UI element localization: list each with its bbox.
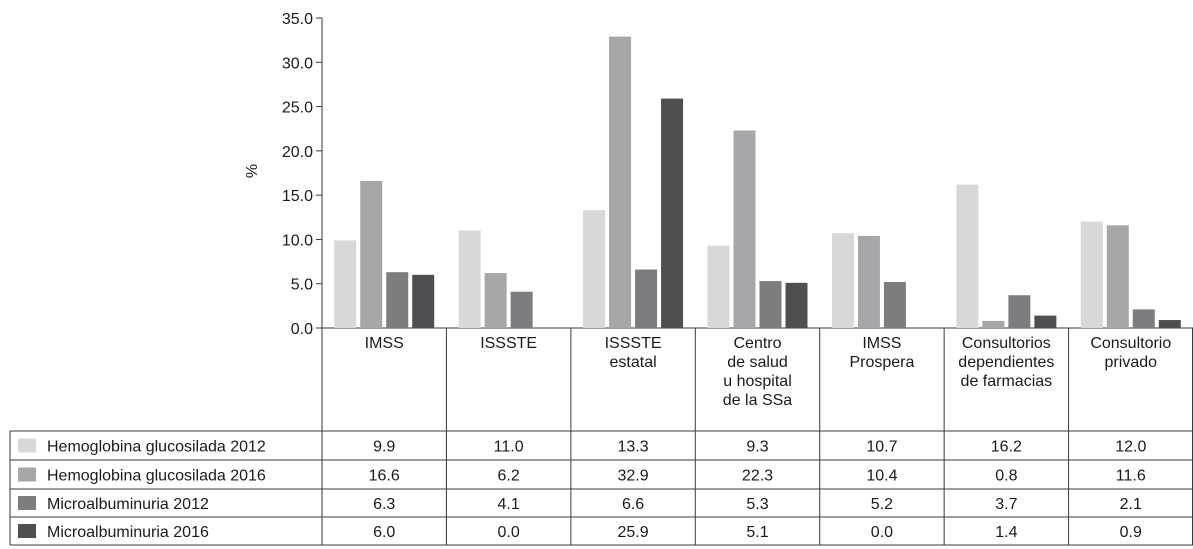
data-label: 2.1 [1120, 496, 1142, 513]
bar-hemoglobina-glucosilada-2012 [832, 233, 854, 328]
y-tick-label: 25.0 [282, 100, 313, 117]
data-label: 6.2 [498, 468, 520, 485]
bar-microalbuminuria-2012 [386, 272, 408, 328]
category-label: Centro de salud u hospital de la SSa [723, 335, 792, 409]
category-label: Consultorios dependientes de farmacias [958, 335, 1054, 390]
bar-microalbuminuria-2016 [661, 99, 683, 328]
bar-hemoglobina-glucosilada-2016 [734, 130, 756, 328]
data-label: 5.2 [871, 496, 893, 513]
bar-microalbuminuria-2012 [511, 292, 533, 328]
data-label: 22.3 [742, 468, 773, 485]
bar-hemoglobina-glucosilada-2012 [956, 185, 978, 328]
category-label: IMSS Prospera [849, 335, 914, 371]
y-tick-label: 35.0 [282, 11, 313, 28]
data-label: 11.0 [494, 439, 524, 456]
bar-microalbuminuria-2016 [786, 283, 808, 328]
y-axis: 0.0 5.0 10.0 15.0 20.0 25.0 30.0 35.0% [244, 11, 322, 338]
data-label: 11.6 [1116, 468, 1146, 485]
bar-hemoglobina-glucosilada-2016 [360, 181, 382, 328]
category-label: Consultorio privado [1090, 335, 1171, 371]
y-tick-label: 5.0 [291, 277, 313, 294]
y-tick-label: 10.0 [282, 232, 313, 249]
bar-microalbuminuria-2016 [1034, 316, 1056, 328]
data-label: 6.3 [373, 496, 395, 513]
bars [334, 37, 1181, 328]
legend-label: Microalbuminuria 2012 [47, 496, 209, 513]
bar-hemoglobina-glucosilada-2012 [334, 240, 356, 328]
legend-rows: Hemoglobina glucosilada 2012 9.9 11.0 13.3 9… [18, 439, 1146, 542]
data-label: 0.9 [1120, 524, 1142, 541]
legend-swatch [18, 524, 36, 538]
bar-hemoglobina-glucosilada-2016 [609, 37, 631, 328]
data-label: 32.9 [618, 468, 649, 485]
bar-microalbuminuria-2012 [1133, 309, 1155, 328]
data-label: 5.1 [746, 524, 768, 541]
category-label: IMSS [365, 335, 404, 352]
data-label: 4.1 [498, 496, 520, 513]
bar-microalbuminuria-2016 [1159, 320, 1181, 328]
data-label: 9.3 [746, 439, 768, 456]
y-tick-label: 30.0 [282, 55, 313, 72]
y-axis-label: % [244, 164, 261, 178]
bar-hemoglobina-glucosilada-2012 [459, 231, 481, 328]
y-tick-label: 0.0 [291, 321, 313, 338]
data-label: 16.2 [991, 439, 1022, 456]
data-label: 10.7 [866, 439, 897, 456]
bar-microalbuminuria-2012 [635, 270, 657, 328]
data-label: 16.6 [369, 468, 400, 485]
data-label: 10.4 [866, 468, 897, 485]
data-label: 1.4 [995, 524, 1017, 541]
legend-label: Microalbuminuria 2016 [47, 524, 209, 541]
legend-swatch [18, 468, 36, 482]
category-labels: IMSS ISSSTE ISSSTE estatal Centro de salud u h… [365, 335, 1172, 409]
legend-label: Hemoglobina glucosilada 2016 [47, 468, 266, 485]
category-label: ISSSTE [480, 335, 537, 352]
data-label: 9.9 [373, 439, 395, 456]
bar-microalbuminuria-2016 [412, 275, 434, 328]
bar-hemoglobina-glucosilada-2012 [708, 246, 730, 328]
bar-microalbuminuria-2012 [1008, 295, 1030, 328]
bar-hemoglobina-glucosilada-2012 [1081, 222, 1103, 328]
bar-microalbuminuria-2012 [884, 282, 906, 328]
data-label: 0.8 [995, 468, 1017, 485]
data-label: 6.0 [373, 524, 395, 541]
bar-microalbuminuria-2012 [760, 281, 782, 328]
category-label: ISSSTE estatal [605, 335, 662, 371]
y-tick-label: 15.0 [282, 188, 313, 205]
y-tick-label: 20.0 [282, 144, 313, 161]
data-label: 3.7 [995, 496, 1017, 513]
data-label: 12.0 [1115, 439, 1146, 456]
legend-label: Hemoglobina glucosilada 2012 [47, 439, 266, 456]
data-label: 6.6 [622, 496, 644, 513]
data-label: 5.3 [746, 496, 768, 513]
data-label: 0.0 [871, 524, 893, 541]
bar-hemoglobina-glucosilada-2012 [583, 210, 605, 328]
legend-swatch [18, 439, 36, 453]
data-label: 0.0 [498, 524, 520, 541]
bar-hemoglobina-glucosilada-2016 [982, 321, 1004, 328]
bar-hemoglobina-glucosilada-2016 [858, 236, 880, 328]
legend-swatch [18, 496, 36, 510]
data-label: 25.9 [618, 524, 649, 541]
data-label: 13.3 [618, 439, 649, 456]
bar-hemoglobina-glucosilada-2016 [1107, 225, 1129, 328]
bar-hemoglobina-glucosilada-2016 [485, 273, 507, 328]
